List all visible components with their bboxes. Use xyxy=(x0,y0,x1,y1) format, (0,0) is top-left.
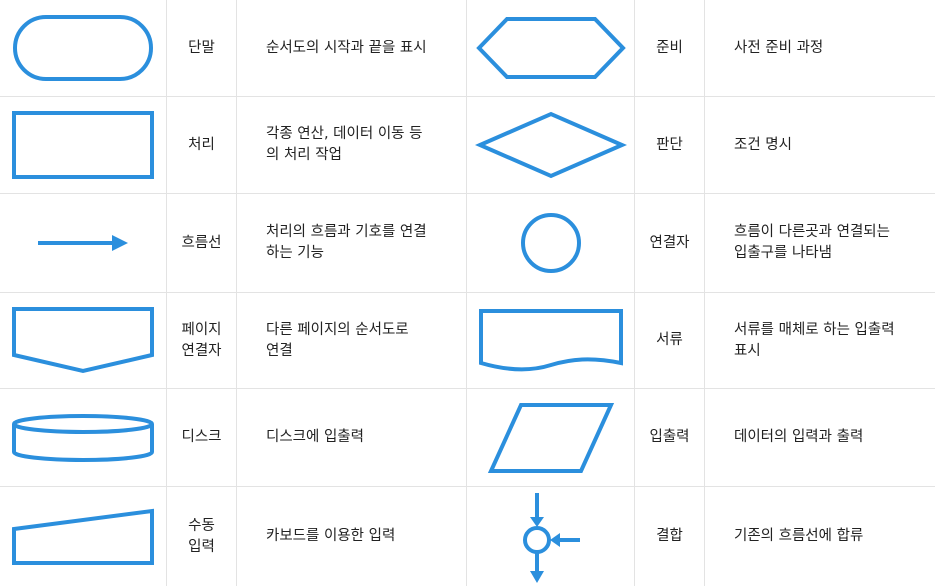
symbol-description: 순서도의 시작과 끝을 표시 xyxy=(237,0,467,97)
symbol-description: 데이터의 입력과 출력 xyxy=(705,389,935,487)
offpage-connector-cell xyxy=(0,293,167,389)
connector-shape-icon xyxy=(520,213,581,273)
offpage-connector-icon xyxy=(12,306,154,373)
disk-shape-icon xyxy=(12,413,154,462)
symbol-description: 서류를 매체로 하는 입출력 표시 xyxy=(705,293,935,389)
preparation-shape-cell xyxy=(467,0,635,97)
preparation-shape-icon xyxy=(475,17,626,79)
flowline-arrow-icon xyxy=(38,235,128,251)
symbol-name: 흐름선 xyxy=(167,194,237,293)
symbol-description: 다른 페이지의 순서도로 연결 xyxy=(237,293,467,389)
symbol-name-text: 처리 xyxy=(188,136,215,153)
symbol-name: 준비 xyxy=(635,0,705,97)
symbol-name-text: 연결자 xyxy=(649,234,690,251)
symbol-description: 카보드를 이용한 입력 xyxy=(237,487,467,586)
decision-shape-icon xyxy=(474,111,627,179)
document-shape-cell xyxy=(467,293,635,389)
symbol-name-text: 페이지 연결자 xyxy=(181,321,222,359)
symbol-name: 페이지 연결자 xyxy=(167,293,237,389)
symbol-name: 결합 xyxy=(635,487,705,586)
symbol-description: 디스크에 입출력 xyxy=(237,389,467,487)
manual-input-shape-icon xyxy=(12,508,154,565)
symbol-name-text: 서류 xyxy=(656,332,683,348)
symbol-name-text: 입출력 xyxy=(649,429,690,445)
symbol-name-text: 결합 xyxy=(656,528,683,544)
symbol-name-text: 흐름선 xyxy=(181,234,222,251)
input-output-shape-cell xyxy=(467,389,635,487)
terminal-shape-icon xyxy=(13,15,153,81)
terminal-shape-cell xyxy=(0,0,167,97)
symbol-name-text: 수동 입력 xyxy=(188,517,215,555)
symbol-name: 서류 xyxy=(635,293,705,389)
process-shape-icon xyxy=(12,111,154,179)
symbol-name: 판단 xyxy=(635,97,705,194)
symbol-description: 흐름이 다른곳과 연결되는 입출구를 나타냄 xyxy=(705,194,935,293)
junction-shape-icon xyxy=(522,492,580,583)
decision-shape-cell xyxy=(467,97,635,194)
symbol-description: 조건 명시 xyxy=(705,97,935,194)
symbol-description: 사전 준비 과정 xyxy=(705,0,935,97)
symbol-name-text: 단말 xyxy=(188,39,215,56)
symbol-description: 처리의 흐름과 기호를 연결 하는 기능 xyxy=(237,194,467,293)
symbol-name: 입출력 xyxy=(635,389,705,487)
symbol-name: 연결자 xyxy=(635,194,705,293)
junction-shape-cell xyxy=(467,487,635,586)
symbol-name: 단말 xyxy=(167,0,237,97)
symbol-name-text: 준비 xyxy=(656,39,683,56)
symbol-name-text: 디스크 xyxy=(181,429,222,445)
symbol-name: 수동 입력 xyxy=(167,487,237,586)
connector-shape-cell xyxy=(467,194,635,293)
disk-shape-cell xyxy=(0,389,167,487)
process-shape-cell xyxy=(0,97,167,194)
symbol-description: 기존의 흐름선에 합류 xyxy=(734,528,864,544)
document-shape-icon xyxy=(478,308,623,371)
symbol-name: 처리 xyxy=(167,97,237,194)
symbol-description: 각종 연산, 데이터 이동 등 의 처리 작업 xyxy=(237,97,467,194)
input-output-shape-icon xyxy=(487,402,614,473)
symbol-name: 디스크 xyxy=(167,389,237,487)
manual-input-shape-cell xyxy=(0,487,167,586)
symbol-name-text: 판단 xyxy=(656,136,683,153)
flowline-cell xyxy=(0,194,167,293)
